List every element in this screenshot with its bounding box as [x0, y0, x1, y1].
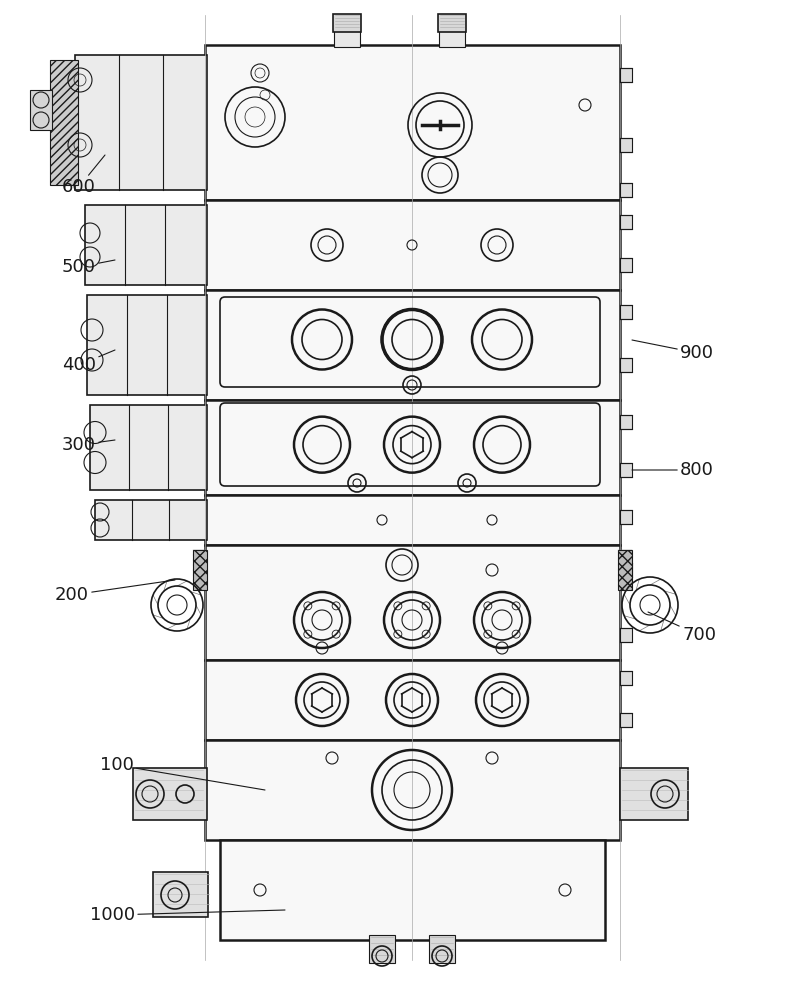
- Bar: [620, 358, 632, 372]
- Bar: [620, 768, 688, 820]
- Text: 500: 500: [62, 258, 115, 276]
- Bar: [620, 138, 632, 152]
- Text: 900: 900: [632, 340, 714, 362]
- Bar: [75, 55, 207, 190]
- Bar: [50, 60, 78, 185]
- Bar: [620, 183, 632, 197]
- Bar: [205, 660, 620, 740]
- Bar: [205, 400, 620, 495]
- Bar: [620, 463, 632, 477]
- Text: 800: 800: [632, 461, 714, 479]
- Bar: [95, 500, 207, 540]
- Bar: [90, 405, 207, 490]
- Bar: [438, 14, 466, 32]
- Text: 300: 300: [62, 436, 115, 454]
- Bar: [334, 15, 360, 47]
- Bar: [205, 200, 620, 290]
- Bar: [87, 295, 207, 395]
- Bar: [333, 14, 361, 32]
- Bar: [620, 258, 632, 272]
- Bar: [620, 305, 632, 319]
- Bar: [620, 415, 632, 429]
- Bar: [369, 935, 395, 963]
- Bar: [220, 840, 605, 940]
- Text: 600: 600: [62, 155, 105, 196]
- Bar: [429, 935, 455, 963]
- Bar: [620, 713, 632, 727]
- Text: 700: 700: [648, 612, 716, 644]
- Text: 1000: 1000: [90, 906, 285, 924]
- Bar: [30, 90, 52, 130]
- Bar: [205, 545, 620, 660]
- Bar: [153, 872, 208, 917]
- Bar: [205, 290, 620, 400]
- Text: 400: 400: [62, 350, 115, 374]
- Bar: [205, 45, 620, 200]
- Bar: [85, 205, 207, 285]
- Bar: [620, 563, 632, 577]
- Bar: [205, 495, 620, 545]
- Bar: [193, 550, 207, 590]
- Bar: [620, 215, 632, 229]
- Text: 100: 100: [100, 756, 265, 790]
- Bar: [620, 671, 632, 685]
- Bar: [618, 550, 632, 590]
- Bar: [620, 510, 632, 524]
- Bar: [620, 68, 632, 82]
- Text: 200: 200: [55, 580, 175, 604]
- Bar: [133, 768, 207, 820]
- Bar: [205, 740, 620, 840]
- Bar: [439, 15, 465, 47]
- Bar: [620, 628, 632, 642]
